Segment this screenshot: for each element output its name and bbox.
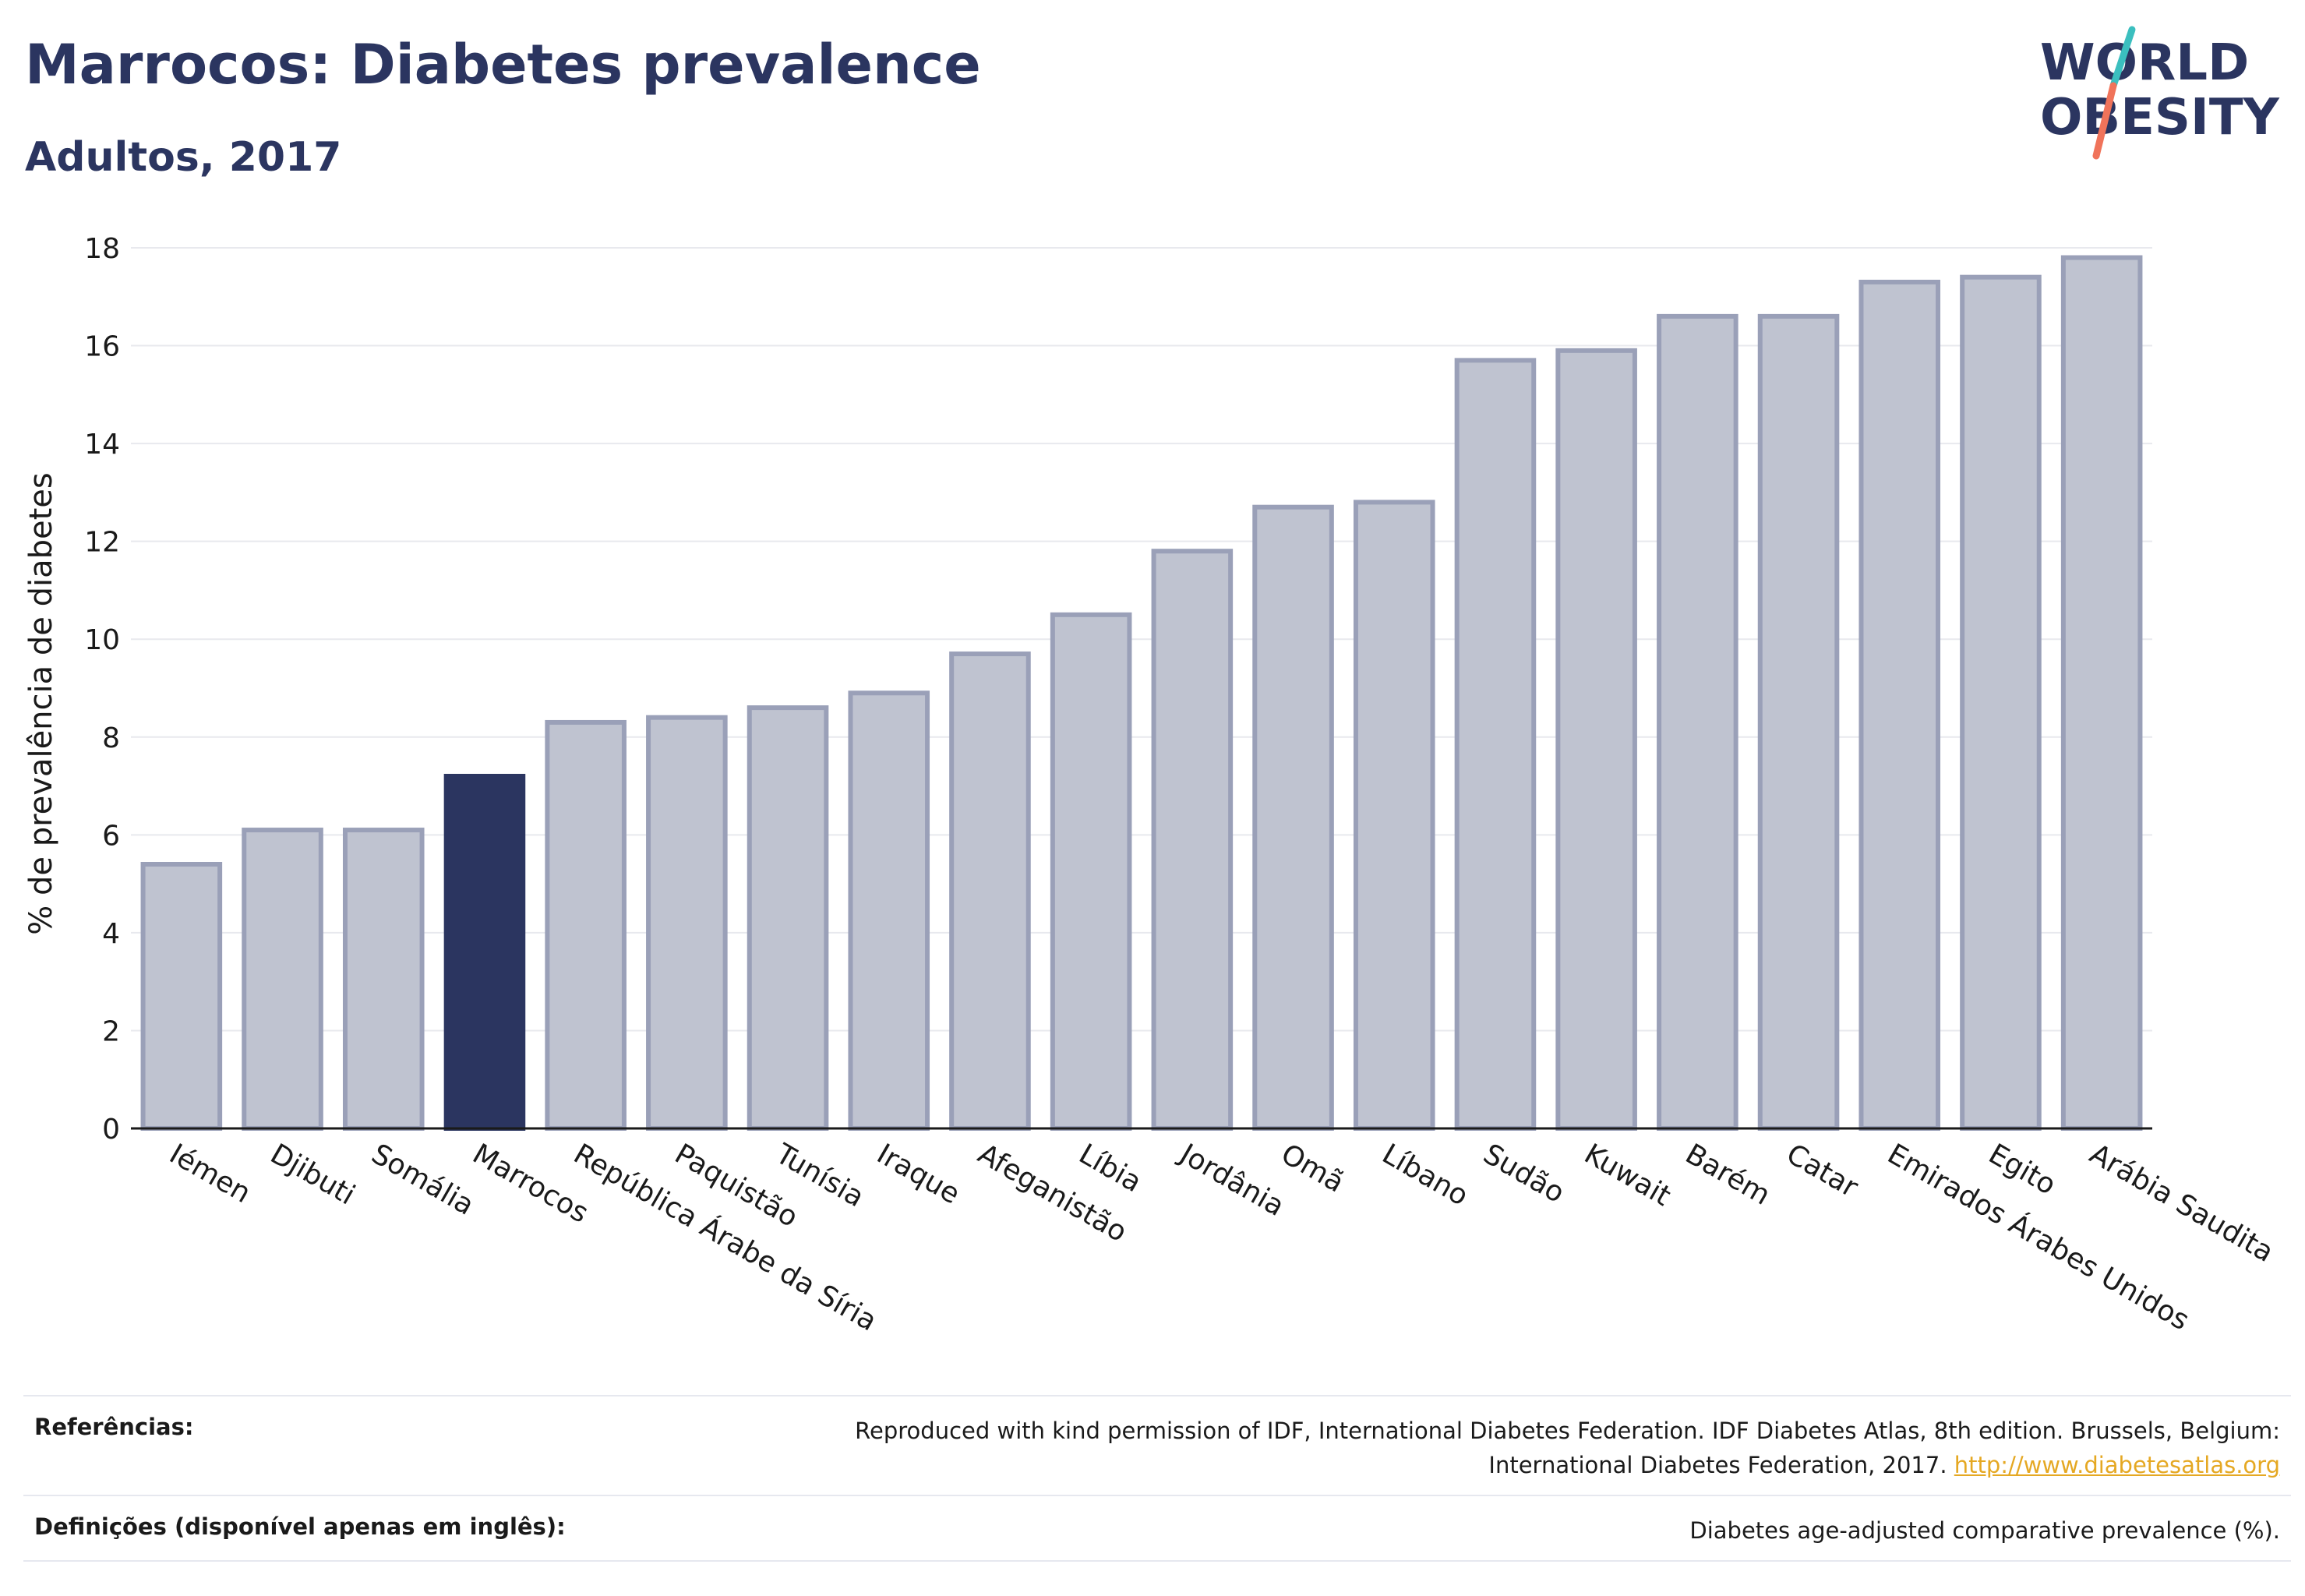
x-tick-label: Arábia Saudita bbox=[2084, 1138, 2279, 1269]
bar[interactable] bbox=[1151, 549, 1234, 1131]
y-tick-label: 10 bbox=[84, 624, 120, 656]
y-tick-label: 16 bbox=[84, 331, 120, 363]
x-tick-label: Somália bbox=[366, 1138, 479, 1222]
logo-word-obesity: OBESITY bbox=[2040, 89, 2279, 147]
x-tick-label: Marrocos bbox=[467, 1138, 593, 1229]
bar[interactable] bbox=[1555, 348, 1637, 1132]
y-tick-label: 0 bbox=[102, 1114, 120, 1146]
y-tick-label: 2 bbox=[102, 1015, 120, 1047]
bar[interactable] bbox=[140, 862, 223, 1131]
references-text: Reproduced with kind permission of IDF, … bbox=[855, 1414, 2280, 1482]
x-tick-label: Kuwait bbox=[1579, 1138, 1676, 1213]
bar[interactable] bbox=[242, 828, 323, 1131]
x-tick-label: Djibuti bbox=[265, 1138, 360, 1211]
bar[interactable] bbox=[1858, 279, 1941, 1131]
bar[interactable] bbox=[646, 715, 728, 1131]
bar[interactable] bbox=[1353, 500, 1435, 1131]
logo-slash-coral bbox=[2092, 82, 2117, 160]
world-obesity-logo[interactable]: WORLD OBESITY bbox=[2026, 23, 2291, 164]
y-tick-label: 14 bbox=[84, 429, 120, 461]
bar[interactable] bbox=[2060, 255, 2143, 1131]
y-axis-title: % de prevalência de diabetes bbox=[23, 472, 59, 934]
x-tick-label: Omã bbox=[1276, 1138, 1350, 1199]
x-tick-label: Sudão bbox=[1477, 1138, 1569, 1209]
y-tick-labels: 0 2 4 6 8 10 12 14 16 18 bbox=[84, 233, 120, 1146]
definitions-label: Definições (disponível apenas em inglês)… bbox=[34, 1513, 566, 1540]
x-tick-label: Jordânia bbox=[1174, 1137, 1290, 1223]
definitions-text: Diabetes age-adjusted comparative preval… bbox=[1689, 1517, 2280, 1544]
definitions-row: Definições (disponível apenas em inglês)… bbox=[23, 1495, 2291, 1562]
bar[interactable] bbox=[1454, 358, 1537, 1131]
references-text-line1: Reproduced with kind permission of IDF, … bbox=[855, 1418, 2280, 1444]
logo-word-world: WORLD bbox=[2040, 34, 2249, 92]
x-tick-label: Egito bbox=[1983, 1138, 2061, 1201]
x-tick-label: Iraque bbox=[871, 1138, 965, 1210]
bar[interactable] bbox=[342, 828, 425, 1131]
bar[interactable] bbox=[1757, 313, 1840, 1131]
chart-title: Marrocos: Diabetes prevalence bbox=[25, 33, 981, 97]
bar-highlighted[interactable] bbox=[443, 774, 526, 1131]
references-row: Referências: Reproduced with kind permis… bbox=[23, 1395, 2291, 1495]
x-tick-label: Líbano bbox=[1377, 1138, 1474, 1212]
chart-subtitle: Adultos, 2017 bbox=[25, 134, 342, 181]
logo-slash-teal bbox=[2109, 26, 2136, 90]
references-link[interactable]: http://www.diabetesatlas.org bbox=[1954, 1452, 2280, 1478]
bar[interactable] bbox=[949, 651, 1031, 1131]
references-label: Referências: bbox=[34, 1414, 194, 1440]
bar[interactable] bbox=[1050, 612, 1132, 1131]
bar[interactable] bbox=[1252, 504, 1334, 1131]
footer-table: Referências: Reproduced with kind permis… bbox=[23, 1395, 2291, 1562]
bars bbox=[140, 255, 2143, 1132]
y-tick-label: 8 bbox=[102, 722, 120, 754]
y-tick-label: 18 bbox=[84, 233, 120, 265]
x-tick-label: Barém bbox=[1680, 1138, 1776, 1211]
gridlines bbox=[131, 247, 2152, 1032]
y-tick-label: 6 bbox=[102, 820, 120, 852]
references-text-line2: International Diabetes Federation, 2017. bbox=[1488, 1452, 1947, 1478]
x-tick-label: Catar bbox=[1781, 1138, 1864, 1204]
bar[interactable] bbox=[747, 705, 829, 1131]
bar[interactable] bbox=[848, 690, 930, 1131]
bar[interactable] bbox=[1657, 313, 1738, 1131]
bar[interactable] bbox=[545, 719, 627, 1131]
x-tick-label: Líbia bbox=[1074, 1138, 1147, 1199]
y-tick-label: 12 bbox=[84, 527, 120, 559]
y-tick-label: 4 bbox=[102, 918, 120, 950]
bar[interactable] bbox=[1960, 274, 2042, 1132]
bar-chart: 0 2 4 6 8 10 12 14 16 18 Iémen Djibuti SomáliaMarro… bbox=[23, 233, 2279, 1337]
x-tick-label: Iémen bbox=[164, 1138, 256, 1209]
